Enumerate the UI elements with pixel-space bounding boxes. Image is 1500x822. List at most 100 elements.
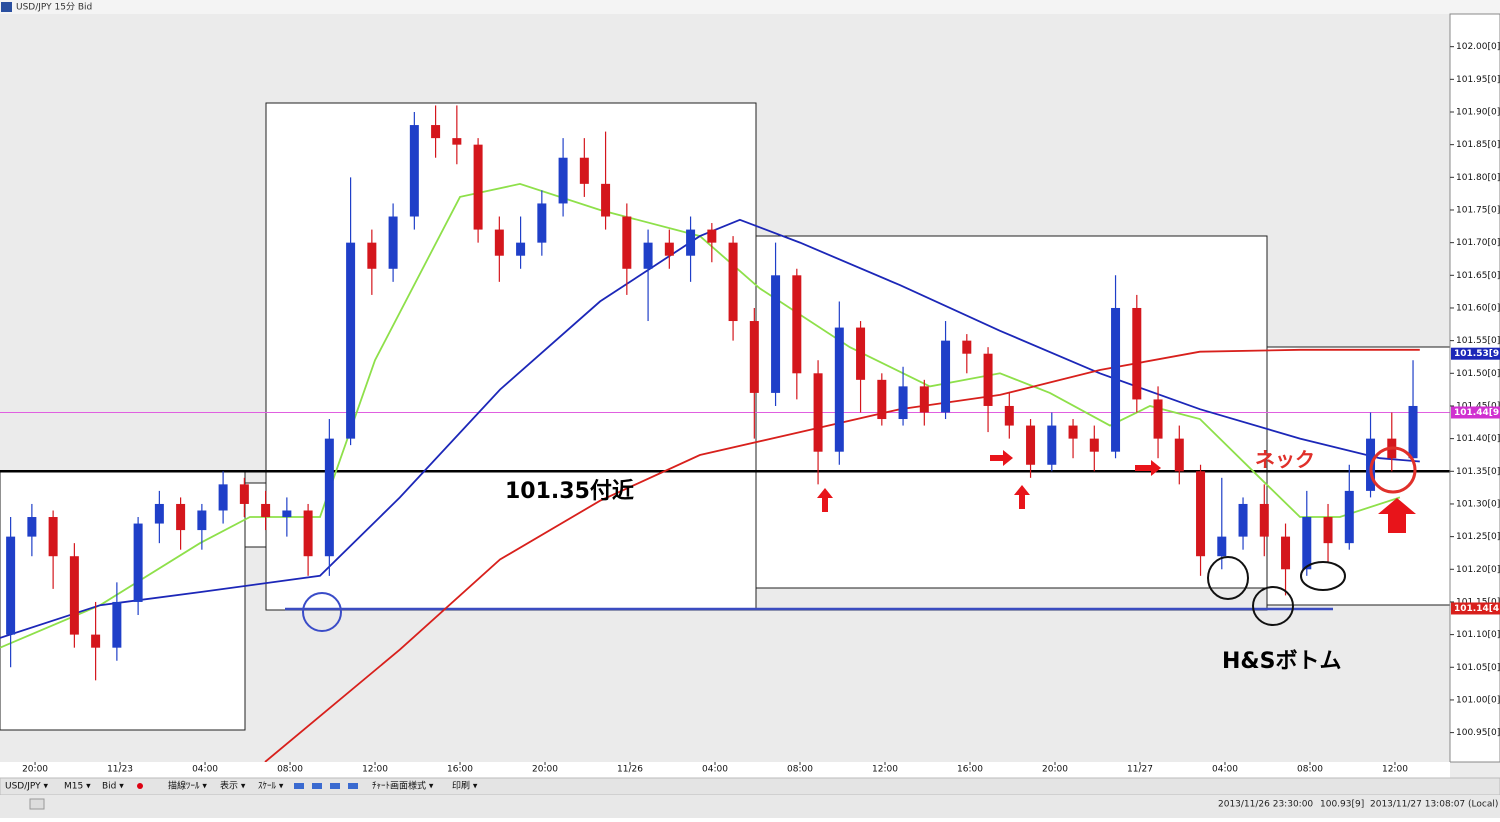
candle-body xyxy=(686,229,696,256)
x-tick-label: 12:00 xyxy=(1382,765,1408,775)
candle-body xyxy=(409,125,419,217)
y-tick-label: 101.95[0] xyxy=(1456,75,1500,85)
candle-body xyxy=(643,242,653,269)
price-tag xyxy=(1451,347,1500,360)
candle-body xyxy=(176,503,186,531)
y-tick-label: 101.00[0] xyxy=(1456,695,1500,705)
x-tick-label: 08:00 xyxy=(1297,765,1323,775)
price-tag xyxy=(1451,406,1500,419)
y-tick-label: 100.95[0] xyxy=(1456,728,1500,738)
candle-body xyxy=(1153,399,1163,439)
candle-body xyxy=(324,438,334,557)
candle-body xyxy=(27,517,37,537)
toolbar-button[interactable]: M15 ▾ xyxy=(64,782,91,792)
scrollbar-thumb[interactable] xyxy=(29,798,45,810)
y-tick-label: 101.85[0] xyxy=(1456,140,1500,150)
candle-body xyxy=(303,510,313,557)
y-tick-label: 101.90[0] xyxy=(1456,107,1500,117)
candle-body xyxy=(1089,438,1099,452)
candle-body xyxy=(834,327,844,452)
candle-body xyxy=(367,242,377,269)
status-text: 2013/11/27 13:08:07 (Local) xyxy=(1370,800,1498,810)
candle-body xyxy=(6,536,16,635)
x-tick-label: 11/26 xyxy=(617,765,643,775)
circle-marker xyxy=(1300,561,1346,591)
toolbar-button[interactable]: 表示 ▾ xyxy=(220,780,246,792)
candle-body xyxy=(537,203,547,243)
candle-body xyxy=(516,242,526,256)
zoom-button[interactable] xyxy=(294,783,304,789)
color-button[interactable] xyxy=(137,783,143,789)
zoom-button[interactable] xyxy=(330,783,340,789)
candle-body xyxy=(388,216,398,269)
y-tick-label: 101.70[0] xyxy=(1456,238,1500,248)
toolbar-button[interactable]: USD/JPY ▾ xyxy=(5,782,49,792)
toolbar-button[interactable]: ｽｹｰﾙ ▾ xyxy=(258,781,284,792)
title-bar xyxy=(0,0,1500,14)
time-axis xyxy=(0,762,1450,778)
app-icon xyxy=(1,2,12,12)
candle-body xyxy=(1047,425,1057,465)
x-tick-label: 16:00 xyxy=(957,765,983,775)
candle-body xyxy=(856,327,866,380)
range-box xyxy=(0,470,246,731)
arrows xyxy=(817,450,1416,533)
candle-body xyxy=(1174,438,1184,472)
candle-body xyxy=(239,484,249,504)
candle-body xyxy=(197,510,207,531)
y-tick-label: 101.50[0] xyxy=(1456,369,1500,379)
window-title: USD/JPY 15分 Bid xyxy=(16,2,92,13)
toolbar-button[interactable]: Bid ▾ xyxy=(102,782,124,792)
y-tick-label: 101.75[0] xyxy=(1456,205,1500,215)
toolbar-button[interactable]: ﾁｬｰﾄ画面様式 ▾ xyxy=(372,780,434,792)
candle-body xyxy=(813,373,823,452)
x-tick-label: 11/27 xyxy=(1127,765,1153,775)
x-tick-label: 20:00 xyxy=(532,765,558,775)
candle-body xyxy=(877,379,887,420)
candle-body xyxy=(1238,503,1248,537)
candle-body xyxy=(558,157,568,204)
toolbar-items: USD/JPY ▾ M15 ▾ Bid ▾ 描線ﾂｰﾙ ▾ 表示 ▾ ｽｹｰﾙ … xyxy=(5,780,478,792)
zoom-buttons xyxy=(294,783,358,789)
candle-body xyxy=(664,242,674,256)
candle-body xyxy=(1281,536,1291,570)
x-tick-label: 08:00 xyxy=(277,765,303,775)
y-tick-label: 101.10[0] xyxy=(1456,630,1500,640)
candle-body xyxy=(728,242,738,322)
x-tick-label: 11/23 xyxy=(107,765,133,775)
up-arrow xyxy=(1014,485,1030,509)
toolbar-button[interactable]: 印刷 ▾ xyxy=(452,780,478,792)
candle-body xyxy=(91,634,101,648)
range-box xyxy=(1266,346,1451,606)
status-text: 100.93[9] xyxy=(1320,800,1364,810)
price-tag xyxy=(1451,602,1500,615)
candle-body xyxy=(749,321,759,393)
annotation: ネック xyxy=(1255,448,1315,472)
x-tick-label: 16:00 xyxy=(447,765,473,775)
y-tick-label: 101.15[0] xyxy=(1456,597,1500,607)
candle-body xyxy=(1132,307,1142,400)
right-arrow xyxy=(990,450,1013,466)
candle-body xyxy=(452,138,462,145)
x-tick-label: 12:00 xyxy=(872,765,898,775)
candle-body xyxy=(282,510,292,518)
up-arrow xyxy=(817,488,833,512)
zoom-button[interactable] xyxy=(312,783,322,789)
candle-body xyxy=(622,216,632,269)
annotation: H&Sボトム xyxy=(1222,649,1341,674)
candle-body xyxy=(1344,490,1354,544)
y-tick-label: 101.60[0] xyxy=(1456,303,1500,313)
moving-average xyxy=(0,218,1420,639)
candle-body xyxy=(601,183,611,217)
candle-body xyxy=(1026,425,1036,465)
zoom-button[interactable] xyxy=(348,783,358,789)
y-tick-label: 101.35[0] xyxy=(1456,467,1500,477)
candle-body xyxy=(919,386,929,413)
range-box xyxy=(265,102,757,611)
toolbar-button[interactable]: 描線ﾂｰﾙ ▾ xyxy=(168,780,207,792)
candle-body xyxy=(898,386,908,420)
candle-body xyxy=(1323,517,1333,544)
candle-body xyxy=(983,353,993,406)
y-tick-label: 101.20[0] xyxy=(1456,565,1500,575)
candle-body xyxy=(48,517,58,557)
